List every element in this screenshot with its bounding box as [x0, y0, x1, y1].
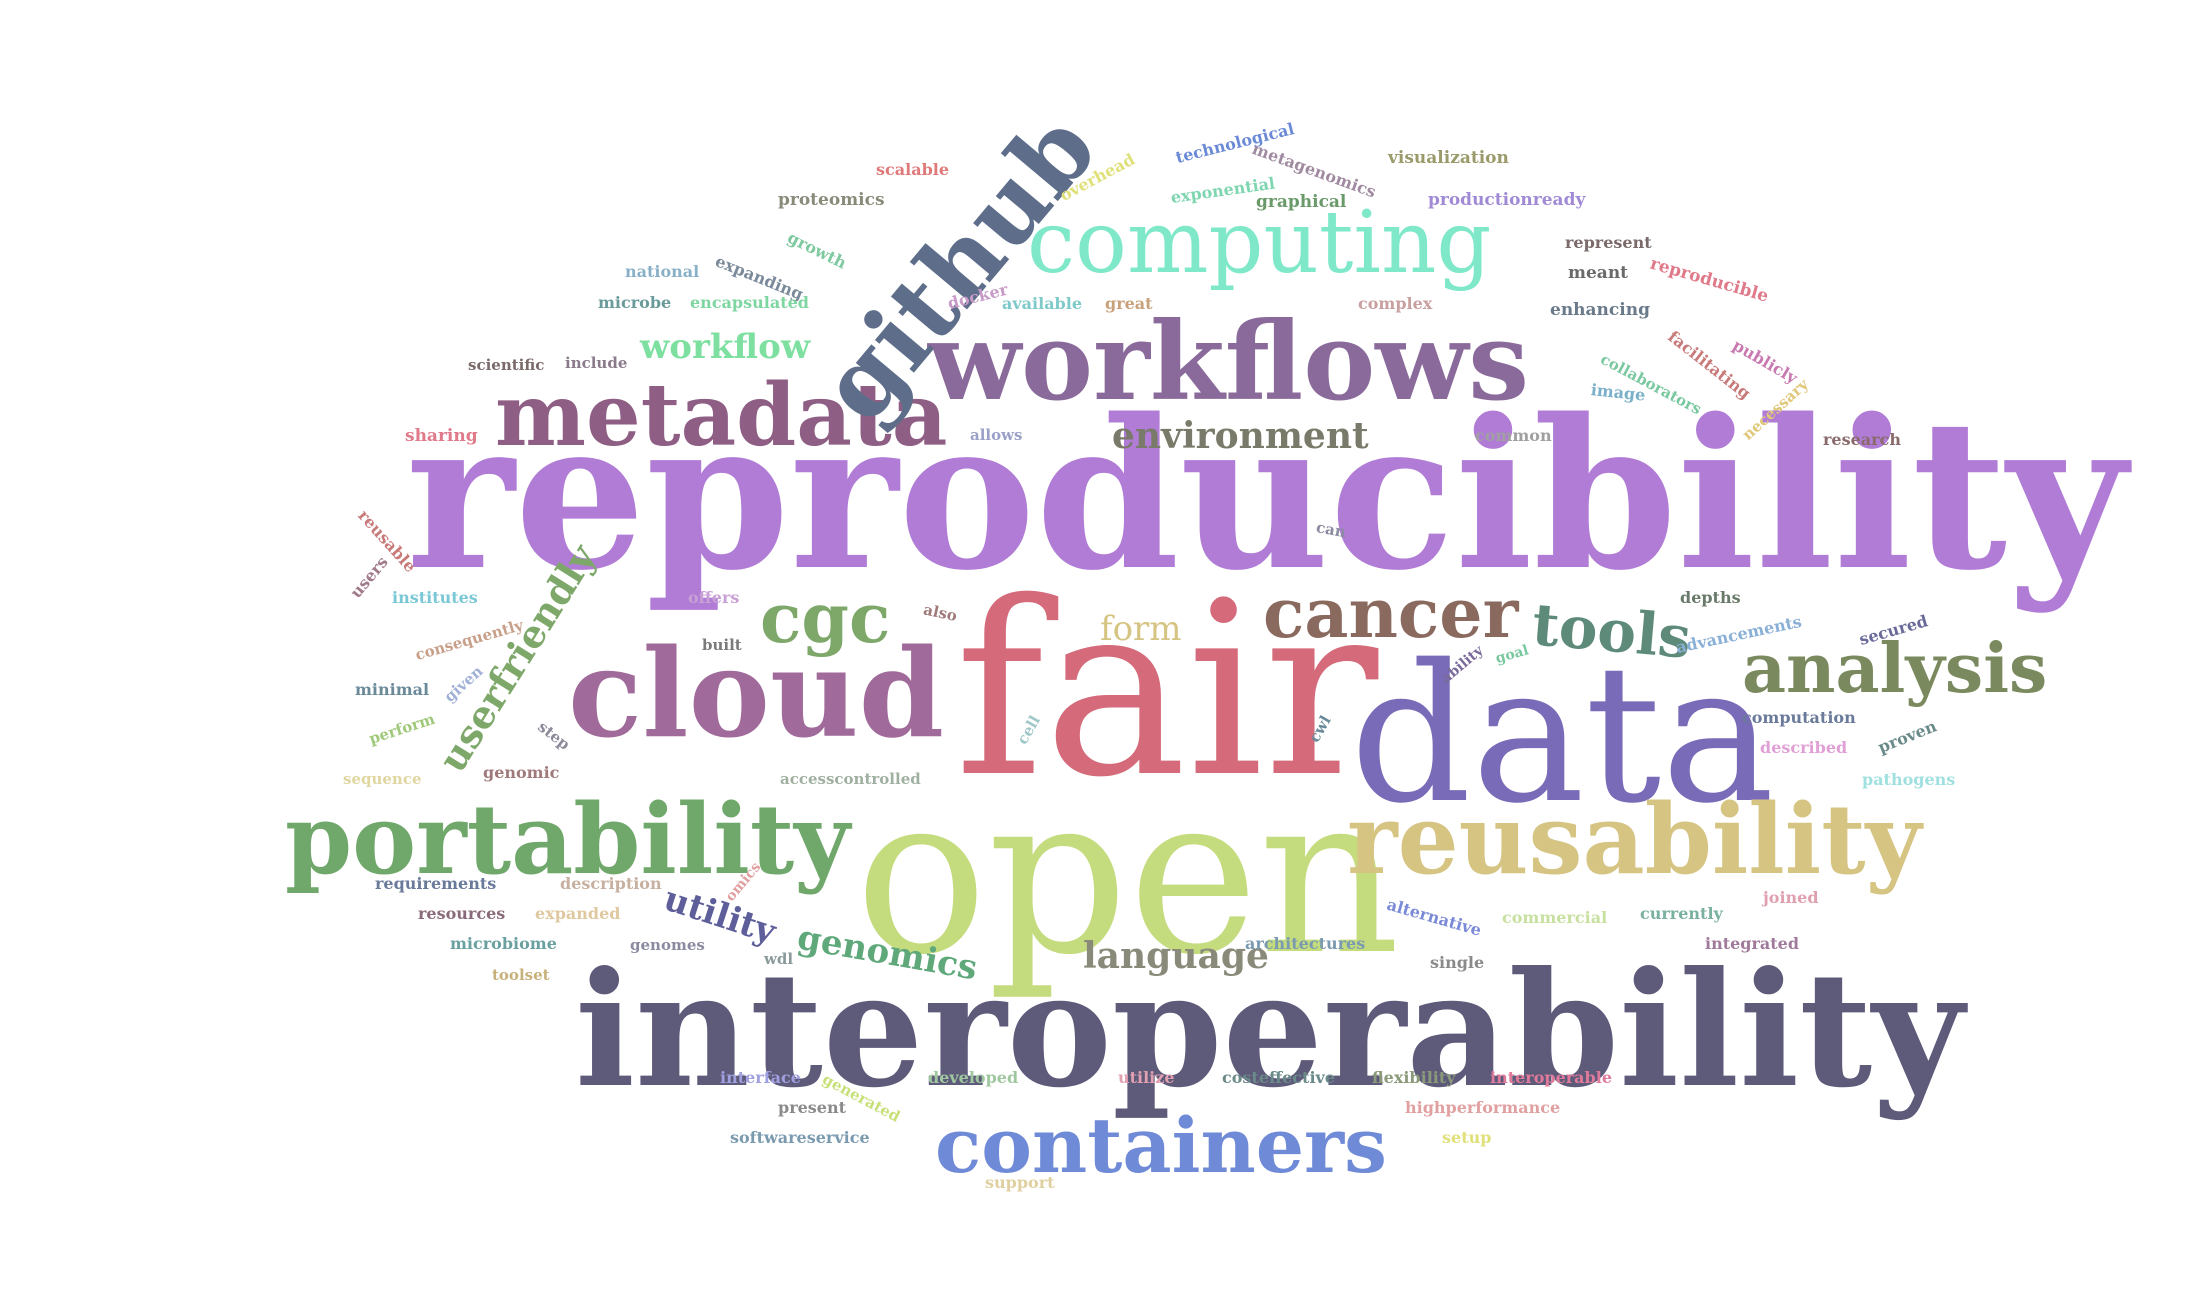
- word-sequence: sequence: [343, 770, 422, 788]
- word-toolset: toolset: [492, 966, 550, 984]
- word-offers: offers: [688, 588, 740, 607]
- word-workflow: workflow: [640, 327, 811, 367]
- word-scientific: scientific: [468, 356, 545, 374]
- word-visualization: visualization: [1388, 148, 1509, 168]
- word-setup: setup: [1442, 1128, 1492, 1147]
- word-support: support: [985, 1173, 1055, 1192]
- word-reusability: reusability: [1347, 783, 1922, 896]
- word-language: language: [1083, 935, 1269, 977]
- word-developed: developed: [928, 1068, 1019, 1087]
- word-computing: computing: [1027, 193, 1492, 293]
- word-microbe: microbe: [598, 293, 672, 312]
- word-reproducible: reproducible: [1647, 253, 1771, 307]
- word-microbiome: microbiome: [450, 934, 557, 953]
- word-cloud: cloud: [568, 621, 945, 765]
- word-described: described: [1760, 738, 1848, 757]
- word-perform: perform: [366, 709, 438, 748]
- word-interoperability: interoperability: [575, 938, 1964, 1123]
- word-minimal: minimal: [355, 680, 430, 699]
- word-genomes: genomes: [630, 936, 705, 954]
- word-sharing: sharing: [405, 426, 478, 446]
- word-represent: represent: [1565, 233, 1652, 252]
- word-accesscontrolled: accesscontrolled: [780, 770, 921, 788]
- word-single: single: [1430, 953, 1485, 972]
- word-description: description: [560, 874, 662, 893]
- word-cgc: cgc: [760, 579, 891, 659]
- word-tools: tools: [1529, 590, 1694, 672]
- word-genomic: genomic: [483, 763, 560, 782]
- word-interoperable: interoperable: [1490, 1068, 1612, 1087]
- word-joined: joined: [1763, 888, 1819, 907]
- word-data: data: [1350, 624, 1775, 845]
- word-environment: environment: [1112, 415, 1369, 457]
- word-graphical: graphical: [1256, 192, 1347, 212]
- word-interface: interface: [720, 1068, 801, 1087]
- word-institutes: institutes: [392, 588, 478, 607]
- word-productionready: productionready: [1428, 190, 1586, 210]
- word-resources: resources: [418, 904, 506, 923]
- word-great: great: [1105, 294, 1153, 313]
- word-workflows: workflows: [928, 299, 1530, 425]
- word-expanded: expanded: [535, 904, 621, 923]
- word-cancer: cancer: [1263, 574, 1519, 654]
- word-utilize: utilize: [1118, 1068, 1175, 1087]
- word-built: built: [702, 636, 742, 654]
- word-flexibility: flexibility: [1372, 1068, 1456, 1087]
- word-proven: proven: [1875, 716, 1940, 757]
- word-reproducibility: reproducibility: [406, 374, 2127, 616]
- word-proteomics: proteomics: [778, 190, 885, 210]
- word-requirements: requirements: [375, 874, 497, 893]
- word-growth: growth: [784, 227, 850, 273]
- word-present: present: [778, 1098, 847, 1117]
- word-pathogens: pathogens: [1862, 770, 1956, 789]
- word-integrated: integrated: [1705, 934, 1800, 953]
- word-metadata: metadata: [495, 365, 948, 466]
- word-open: open: [855, 747, 1401, 1003]
- word-common: common: [1475, 426, 1552, 445]
- word-computation: computation: [1742, 708, 1856, 727]
- word-allows: allows: [970, 426, 1023, 444]
- word-enhancing: enhancing: [1550, 300, 1650, 320]
- word-costeffective: costeffective: [1222, 1068, 1335, 1087]
- word-scalable: scalable: [876, 160, 950, 179]
- word-encapsulated: encapsulated: [690, 293, 809, 312]
- word-depths: depths: [1680, 588, 1741, 607]
- word-meant: meant: [1568, 263, 1629, 283]
- word-complex: complex: [1358, 294, 1433, 313]
- word-highperformance: highperformance: [1405, 1098, 1561, 1117]
- word-form: form: [1100, 609, 1182, 649]
- word-currently: currently: [1640, 904, 1723, 923]
- word-softwareservice: softwareservice: [730, 1128, 870, 1147]
- word-fair: fair: [955, 550, 1379, 830]
- word-research: research: [1823, 430, 1901, 449]
- word-include: include: [565, 354, 628, 372]
- word-step: step: [534, 717, 574, 754]
- word-portability: portability: [285, 783, 850, 896]
- word-analysis: analysis: [1742, 629, 2048, 709]
- word-wdl: wdl: [764, 950, 794, 968]
- word-commercial: commercial: [1502, 908, 1608, 927]
- word-containers: containers: [935, 1101, 1387, 1190]
- word-national: national: [625, 262, 700, 281]
- word-users: users: [346, 552, 392, 602]
- word-architectures: architectures: [1245, 934, 1366, 953]
- word-available: available: [1002, 294, 1082, 313]
